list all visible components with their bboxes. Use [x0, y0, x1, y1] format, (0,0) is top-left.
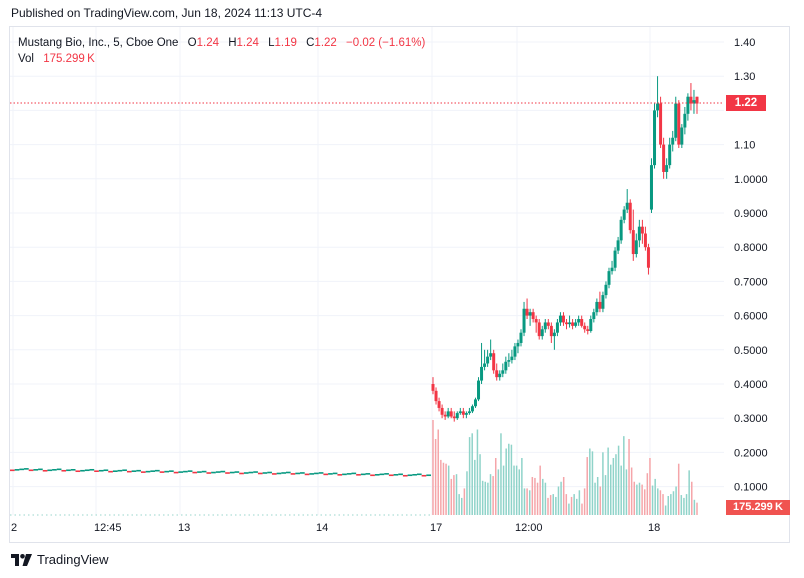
legend-close-label: C: [306, 37, 315, 49]
price-tick-label: 0.4000: [734, 379, 768, 391]
chart-pane-frame: [9, 26, 790, 543]
price-tick-label: 1.30: [734, 71, 755, 83]
time-tick-label: 18: [648, 522, 660, 534]
legend-low-label: L: [268, 37, 275, 49]
price-tick-label: 0.8000: [734, 242, 768, 254]
legend-high-label: H: [228, 37, 237, 49]
volume-bars: [432, 420, 698, 515]
price-tick-label: 0.2000: [734, 447, 768, 459]
price-tick-label: 1.10: [734, 140, 755, 152]
price-tick-label: 0.1000: [734, 482, 768, 494]
legend-change: −0.02 (−1.61%): [346, 37, 426, 49]
price-tick-label: 0.9000: [734, 208, 768, 220]
published-caption: Published on TradingView.com, Jun 18, 20…: [11, 6, 323, 20]
legend-close-value: 1.22: [314, 37, 337, 49]
chart-legend: Mustang Bio, Inc., 5, Cboe One O1.24 H1.…: [18, 35, 425, 67]
volume-value-tag: 175.299 K: [726, 500, 790, 515]
time-tick-label: 12:00: [515, 522, 543, 534]
legend-high-value: 1.24: [236, 37, 259, 49]
time-axis: 2 12:45 13 14 17 12:00 18: [11, 522, 660, 534]
price-axis: 1.40 1.30 1.10 1.0000 0.9000 0.8000 0.7000 0.60…: [734, 37, 768, 494]
chart-grid: [10, 27, 724, 515]
price-tick-label: 1.0000: [734, 174, 768, 186]
legend-low-value: 1.19: [274, 37, 297, 49]
pre-gap-price-line: [10, 468, 431, 477]
price-tick-label: 0.6000: [734, 311, 768, 323]
legend-volume-row: Vol 175.299 K: [18, 51, 425, 67]
brand-name: TradingView: [37, 552, 109, 567]
legend-symbol[interactable]: Mustang Bio, Inc., 5, Cboe One: [18, 37, 179, 49]
legend-ohlc-row: Mustang Bio, Inc., 5, Cboe One O1.24 H1.…: [18, 35, 425, 51]
time-tick-label: 12:45: [94, 522, 122, 534]
candlestick-series: [431, 76, 699, 422]
time-tick-label: 2: [11, 522, 17, 534]
legend-vol-label[interactable]: Vol: [18, 53, 34, 65]
legend-vol-value: 175.299 K: [43, 53, 95, 65]
price-tick-label: 0.5000: [734, 345, 768, 357]
tradingview-brand[interactable]: TradingView: [11, 552, 109, 567]
time-tick-label: 13: [178, 522, 190, 534]
price-tick-label: 0.3000: [734, 413, 768, 425]
price-tick-label: 1.40: [734, 37, 755, 49]
current-price-tag: 1.22: [726, 95, 766, 111]
time-tick-label: 17: [430, 522, 442, 534]
time-tick-label: 14: [316, 522, 328, 534]
tradingview-logo-icon: [11, 553, 32, 566]
legend-open-label: O: [187, 37, 197, 49]
legend-open-value: 1.24: [196, 37, 219, 49]
price-tick-label: 0.7000: [734, 276, 768, 288]
